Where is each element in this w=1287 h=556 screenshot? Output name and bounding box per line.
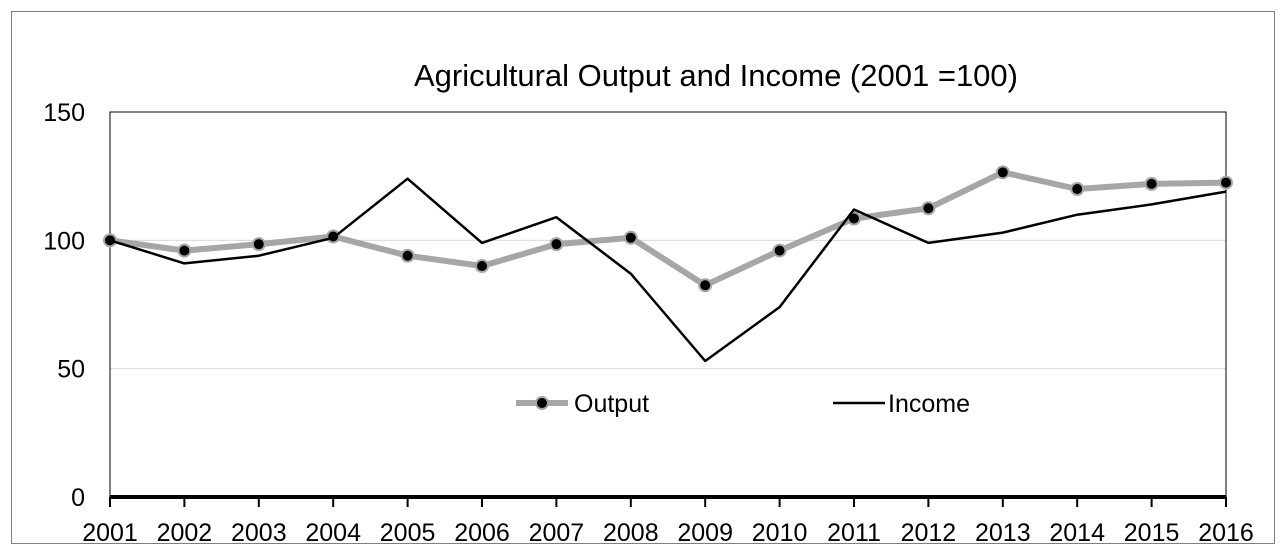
- data-point: [921, 201, 936, 216]
- series-income: [109, 177, 1227, 363]
- data-point: [1219, 175, 1233, 190]
- x-tick-label: 2014: [1049, 519, 1105, 547]
- x-tick-label: 2007: [529, 519, 585, 547]
- chart-frame: [11, 11, 1275, 544]
- legend-label-output: Output: [574, 390, 649, 418]
- x-tick-label: 2004: [305, 519, 361, 547]
- data-point: [698, 278, 713, 293]
- data-point: [549, 237, 564, 252]
- x-tick-label: 2016: [1198, 519, 1254, 547]
- plot-area: [109, 111, 1227, 498]
- y-tick-label: 50: [57, 356, 85, 384]
- data-point: [772, 243, 787, 258]
- x-axis-labels: 2001 2002 2003 2004 2005 2006 2007 2008 2009 2010…: [82, 519, 1254, 547]
- x-tick-label: 2002: [157, 519, 213, 547]
- y-tick-label: 150: [43, 99, 85, 127]
- data-point: [177, 243, 192, 258]
- data-point: [1070, 182, 1085, 196]
- data-point: [995, 165, 1010, 180]
- x-tick-label: 2009: [677, 519, 733, 547]
- chart-title: Agricultural Output and Income (2001 =10…: [414, 58, 1018, 93]
- x-tick-label: 2011: [827, 519, 881, 547]
- y-axis: 0 50 100 150: [43, 99, 85, 512]
- series-output: [103, 165, 1233, 293]
- y-tick-label: 0: [71, 484, 85, 512]
- series-layer: [103, 165, 1233, 363]
- series-line-income: [109, 177, 1227, 363]
- x-tick-label: 2008: [603, 519, 659, 547]
- x-tick-label: 2001: [82, 519, 138, 547]
- x-axis: [109, 495, 1227, 507]
- x-tick-label: 2015: [1124, 519, 1180, 547]
- plot-border: [109, 111, 1227, 498]
- data-point: [1144, 176, 1159, 191]
- legend: Output Income: [516, 390, 970, 418]
- x-tick-label: 2003: [231, 519, 287, 547]
- series-line-output: [109, 169, 1227, 289]
- legend-label-income: Income: [888, 390, 970, 418]
- x-tick-label: 2012: [901, 519, 957, 547]
- x-tick-label: 2010: [752, 519, 808, 547]
- x-tick-label: 2013: [975, 519, 1031, 547]
- legend-marker: [535, 396, 549, 410]
- y-tick-label: 100: [43, 227, 85, 255]
- data-point: [251, 237, 266, 252]
- data-point: [475, 259, 489, 273]
- data-point: [623, 230, 638, 245]
- x-tick-label: 2005: [380, 519, 436, 547]
- data-point: [400, 248, 415, 263]
- x-tick-label: 2006: [454, 519, 510, 547]
